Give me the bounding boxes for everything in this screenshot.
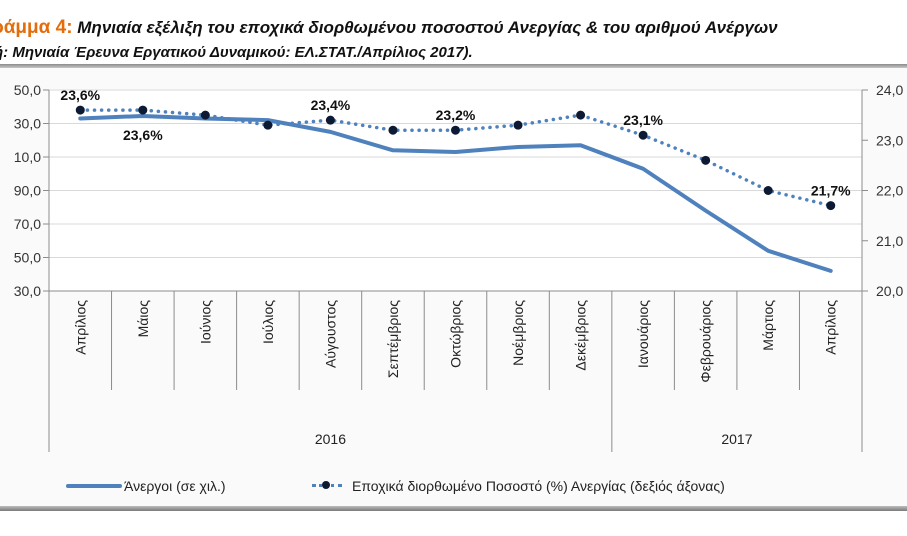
chart-title-block: ράμμα 4: Μηνιαία εξέλιξη του εποχικά διο… (0, 0, 907, 68)
top-divider (0, 64, 907, 68)
left-axis-tick-label: 50,0 (14, 82, 41, 98)
rate-marker (826, 201, 836, 211)
left-axis-tick-label: 70,0 (14, 216, 41, 232)
chart-title: ράμμα 4: Μηνιαία εξέλιξη του εποχικά διο… (0, 17, 778, 39)
data-label: 23,1% (623, 112, 663, 128)
legend-label-rate: Εποχικά διορθωμένο Ποσοστό (%) Ανεργίας … (352, 478, 725, 494)
right-axis-tick-label: 21,0 (876, 233, 903, 249)
x-axis-category-label: Οκτώβριος (448, 300, 464, 368)
rate-marker (701, 155, 711, 165)
left-axis-tick-label: 10,0 (14, 149, 41, 165)
x-axis-category-label: Δεκέμβριος (573, 300, 589, 371)
right-axis-tick-label: 22,0 (876, 183, 903, 199)
data-label: 23,6% (123, 127, 163, 143)
x-axis-category-label: Μάρτιος (760, 300, 776, 351)
rate-marker (138, 105, 148, 115)
rate-marker (513, 120, 523, 130)
rate-marker (325, 115, 335, 125)
rate-marker (638, 130, 648, 140)
rate-marker (576, 110, 586, 120)
x-axis-group-label: 2016 (315, 431, 346, 447)
x-axis-category-label: Φεβρουάριος (698, 300, 714, 383)
data-label: 21,7% (811, 183, 851, 199)
data-label: 23,2% (436, 107, 476, 123)
rate-marker (388, 125, 398, 135)
legend-item-rate: Εποχικά διορθωμένο Ποσοστό (%) Ανεργίας … (312, 478, 725, 494)
x-axis-category-label: Ιανουάριος (635, 300, 651, 368)
x-axis-category-label: Απρίλιος (823, 300, 839, 355)
x-axis-category-label: Αύγουστος (322, 300, 338, 368)
left-axis-tick-label: 30,0 (14, 283, 41, 299)
right-axis-tick-label: 24,0 (876, 82, 903, 98)
rate-marker (763, 186, 773, 195)
x-axis-category-label: Μάιος (135, 300, 151, 338)
x-axis-category-label: Απρίλιος (72, 300, 88, 355)
data-label: 23,4% (311, 97, 351, 113)
chart-title-prefix: ράμμα 4: (0, 17, 73, 38)
chart-source: ή: Μηνιαία Έρευνα Εργατικού Δυναμικού: Ε… (0, 44, 473, 61)
right-axis-tick-label: 23,0 (876, 132, 903, 148)
x-axis-category-label: Ιούλιος (260, 300, 276, 344)
x-axis-category-label: Ιούνιος (197, 300, 213, 344)
x-axis-group-label: 2017 (721, 431, 752, 447)
rate-marker (451, 125, 460, 135)
left-axis-tick-label: 30,0 (14, 116, 41, 132)
left-axis-tick-label: 90,0 (14, 183, 41, 199)
legend-label-unemployed: Άνεργοι (σε χιλ.) (124, 478, 226, 494)
legend-dotted-marker-icon (312, 481, 342, 491)
right-axis-tick-label: 20,0 (876, 283, 903, 299)
data-label: 23,6% (60, 87, 100, 103)
x-axis-category-label: Νοέμβριος (510, 300, 526, 366)
legend-solid-line-icon (66, 484, 122, 488)
bottom-divider (0, 506, 907, 511)
legend-item-unemployed: Άνεργοι (σε χιλ.) (66, 478, 226, 494)
x-axis-category-label: Σεπτέμβριος (385, 300, 401, 378)
rate-marker (75, 105, 85, 115)
chart-title-text: Μηνιαία εξέλιξη του εποχικά διορθωμένου … (72, 18, 778, 37)
left-axis-tick-label: 50,0 (14, 250, 41, 266)
rate-marker (200, 110, 210, 120)
legend: Άνεργοι (σε χιλ.) Εποχικά διορθωμένο Ποσ… (0, 478, 907, 500)
rate-marker (263, 120, 273, 130)
